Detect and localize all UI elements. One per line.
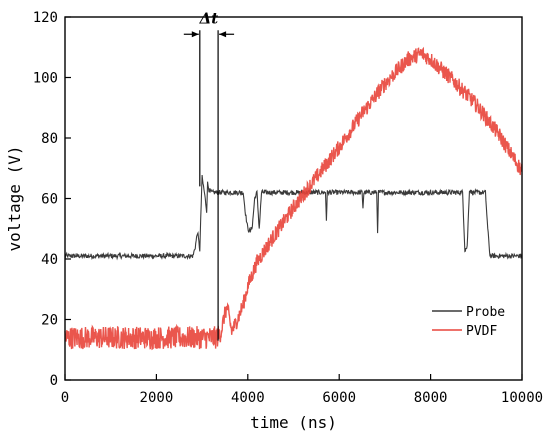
axis-layer: 0 2000 4000 6000 8000 10000 0 20 40 60 80 100 120	[33, 10, 543, 406]
delta-t-right-arrowhead	[219, 31, 227, 38]
y-tick-label: 20	[41, 313, 58, 329]
x-tick-label: 4000	[231, 390, 265, 406]
x-tick-label: 10000	[501, 390, 543, 406]
x-tick-label: 2000	[140, 390, 174, 406]
y-tick-label: 60	[41, 192, 58, 208]
x-tick-label: 6000	[322, 390, 356, 406]
delta-t-left-arrowhead	[191, 31, 199, 38]
legend-label-pvdf: PVDF	[466, 324, 497, 339]
y-tick-label: 0	[50, 373, 58, 389]
y-tick-label: 40	[41, 252, 58, 268]
series-line-probe	[64, 174, 523, 261]
delta-t-label: Δt	[199, 9, 219, 27]
x-axis-title: time (ns)	[250, 413, 337, 432]
series-line-pvdf	[64, 46, 523, 351]
series-layer	[64, 46, 523, 351]
y-tick-label: 80	[41, 131, 58, 147]
y-axis-title: voltage (V)	[5, 146, 24, 252]
legend-label-probe: Probe	[466, 305, 505, 320]
plot-frame	[64, 16, 523, 381]
annotation-layer: Δt	[183, 9, 235, 341]
legend: Probe PVDF	[432, 305, 505, 339]
x-tick-label: 0	[61, 390, 69, 406]
x-tick-label: 8000	[414, 390, 448, 406]
y-tick-label: 120	[33, 10, 58, 26]
y-tick-label: 100	[33, 71, 58, 87]
